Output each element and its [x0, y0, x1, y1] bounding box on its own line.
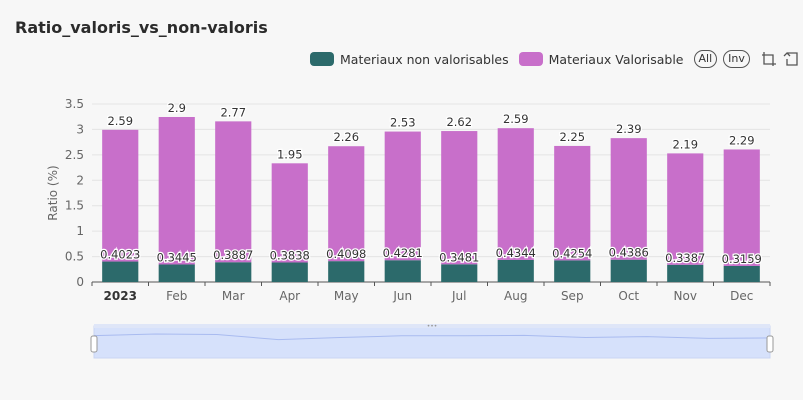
data-zoom-window — [93, 325, 771, 359]
data-label-non-valorisables: 0.3838 — [270, 248, 310, 262]
data-zoom-grip-icon: ••• — [427, 323, 438, 330]
legend-item-non-valorisables[interactable]: Materiaux non valorisables — [310, 52, 509, 67]
data-label-valorisable: 2.29 — [729, 133, 755, 147]
x-tick-label: Jun — [392, 289, 412, 303]
legend-select-all-button[interactable]: All — [693, 50, 718, 68]
data-label-valorisable: 2.77 — [220, 105, 246, 119]
data-zoom-move-handle[interactable] — [94, 324, 770, 328]
y-tick-label: 0 — [76, 275, 84, 289]
bar-non-valorisables — [667, 264, 704, 282]
chart-title: Ratio_valoris_vs_non-valoris — [15, 18, 268, 37]
x-tick-label: Aug — [504, 289, 527, 303]
bar-non-valorisables — [102, 261, 139, 282]
bar-non-valorisables — [723, 265, 760, 282]
legend-swatch-non-valorisables — [310, 52, 334, 66]
data-label-non-valorisables: 0.4281 — [383, 246, 423, 260]
data-label-non-valorisables: 0.4023 — [100, 248, 140, 262]
bar-valorisable — [215, 121, 252, 263]
y-tick-label: 2.5 — [65, 148, 84, 162]
x-tick-label: Oct — [618, 289, 639, 303]
legend-swatch-valorisable — [518, 52, 543, 66]
y-tick-label: 3.5 — [65, 97, 84, 111]
data-label-valorisable: 2.25 — [559, 130, 585, 144]
bar-valorisable — [328, 146, 365, 262]
bar-valorisable — [497, 128, 534, 260]
rect-select-icon[interactable] — [760, 50, 778, 68]
bar-valorisable — [158, 116, 195, 265]
data-label-valorisable: 2.9 — [168, 101, 186, 115]
bar-valorisable — [667, 153, 704, 265]
bar-non-valorisables — [158, 264, 195, 282]
bar-non-valorisables — [271, 262, 308, 282]
data-label-valorisable: 2.53 — [390, 116, 416, 130]
data-label-non-valorisables: 0.3445 — [157, 250, 197, 264]
x-tick-label: 2023 — [104, 289, 137, 303]
bar-non-valorisables — [384, 260, 421, 282]
bar-non-valorisables — [328, 261, 365, 282]
x-tick-label: Dec — [730, 289, 753, 303]
data-label-non-valorisables: 0.4098 — [326, 247, 366, 261]
data-label-valorisable: 2.59 — [107, 114, 133, 128]
undo-select-icon[interactable] — [782, 50, 800, 68]
data-label-non-valorisables: 0.3481 — [439, 250, 479, 264]
bar-non-valorisables — [554, 260, 591, 282]
y-tick-label: 1.5 — [65, 199, 84, 213]
data-label-valorisable: 2.19 — [672, 137, 698, 151]
legend-label-non-valorisables: Materiaux non valorisables — [340, 51, 509, 67]
y-tick-label: 1 — [76, 224, 84, 238]
bar-non-valorisables — [610, 259, 647, 282]
bar-valorisable — [610, 138, 647, 260]
x-tick-label: Nov — [674, 289, 697, 303]
x-tick-label: Mar — [222, 289, 245, 303]
data-label-valorisable: 2.39 — [616, 122, 642, 136]
chart-legend: Materiaux non valorisables Materiaux Val… — [310, 50, 800, 68]
data-label-non-valorisables: 0.3159 — [722, 252, 762, 266]
x-tick-label: Feb — [166, 289, 187, 303]
data-label-valorisable: 2.59 — [503, 112, 529, 126]
y-tick-label: 0.5 — [65, 250, 84, 264]
bar-valorisable — [554, 145, 591, 261]
legend-item-valorisable[interactable]: Materiaux Valorisable — [518, 51, 684, 67]
x-tick-label: May — [334, 289, 359, 303]
data-zoom-slider[interactable]: ••• — [90, 323, 774, 359]
bar-non-valorisables — [441, 264, 478, 282]
x-tick-label: Jul — [451, 289, 466, 303]
data-zoom-right-handle[interactable] — [766, 335, 774, 353]
data-label-non-valorisables: 0.4344 — [496, 246, 536, 260]
bar-non-valorisables — [215, 262, 252, 282]
y-tick-label: 3 — [76, 122, 84, 136]
data-label-valorisable: 2.26 — [333, 130, 359, 144]
data-label-valorisable: 2.62 — [446, 115, 472, 129]
y-tick-label: 2 — [76, 173, 84, 187]
legend-label-valorisable: Materiaux Valorisable — [548, 51, 684, 67]
data-zoom-left-handle[interactable] — [90, 335, 98, 353]
bar-valorisable — [723, 149, 760, 266]
bar-valorisable — [271, 163, 308, 263]
x-tick-label: Sep — [561, 289, 584, 303]
data-label-non-valorisables: 0.3887 — [213, 248, 253, 262]
bar-valorisable — [384, 131, 421, 261]
legend-inverse-button[interactable]: Inv — [723, 50, 750, 68]
bar-non-valorisables — [497, 259, 534, 282]
data-label-non-valorisables: 0.4386 — [609, 246, 649, 260]
x-tick-label: Apr — [279, 289, 300, 303]
data-zoom-preview-line — [93, 333, 771, 341]
data-label-non-valorisables: 0.4254 — [552, 246, 592, 260]
bar-valorisable — [441, 131, 478, 265]
data-label-valorisable: 1.95 — [277, 147, 303, 161]
data-label-non-valorisables: 0.3387 — [665, 251, 705, 265]
y-axis-label: Ratio (%) — [46, 165, 60, 220]
bar-valorisable — [102, 129, 139, 262]
